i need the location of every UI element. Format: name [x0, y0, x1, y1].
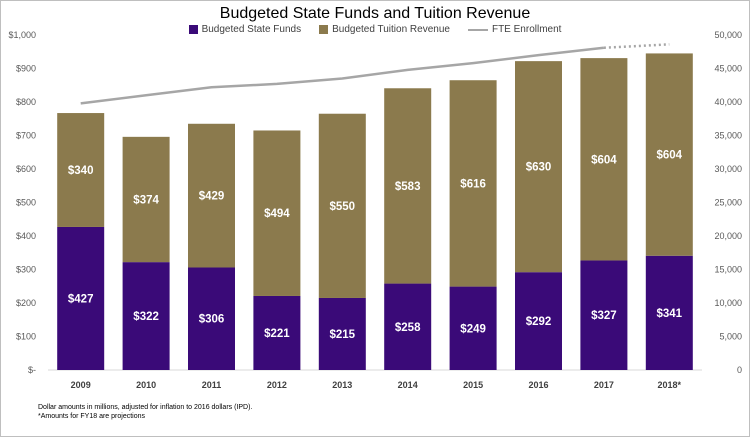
- legend-item-tuition: Budgeted Tuition Revenue: [319, 24, 450, 35]
- x-tick-label: 2017: [594, 380, 614, 390]
- data-label-tuition: $374: [133, 194, 159, 206]
- bar-tuition: [580, 58, 628, 261]
- data-label-tuition: $604: [657, 150, 683, 162]
- y-right-tick-label: 40,000: [714, 97, 742, 107]
- x-tick-label: 2018*: [658, 380, 682, 390]
- y-right-tick-label: 5,000: [719, 332, 742, 342]
- y-right-tick-label: 50,000: [714, 30, 742, 40]
- data-label-tuition: $550: [330, 201, 356, 213]
- x-tick-label: 2009: [71, 380, 91, 390]
- y-right-tick-label: 15,000: [714, 265, 742, 275]
- x-tick-label: 2014: [398, 380, 418, 390]
- legend-label-state-funds: Budgeted State Funds: [201, 24, 302, 35]
- y-left-tick-label: $400: [16, 231, 36, 241]
- legend-label-fte: FTE Enrollment: [491, 24, 562, 35]
- bar-state-funds: [318, 297, 366, 370]
- data-label-state-funds: $427: [68, 293, 94, 305]
- data-label-state-funds: $258: [395, 322, 421, 334]
- y-left-tick-label: $200: [16, 298, 36, 308]
- y-left-tick-label: $100: [16, 332, 36, 342]
- data-label-state-funds: $341: [657, 308, 683, 320]
- bar-state-funds: [515, 272, 562, 370]
- y-left-tick-label: $300: [16, 265, 36, 275]
- footnote-units: Dollar amounts in millions, adjusted for…: [38, 404, 253, 411]
- bar-state-funds: [122, 262, 170, 370]
- legend-swatch-tuition: [319, 25, 329, 34]
- x-tick-label: 2011: [202, 380, 222, 390]
- data-label-state-funds: $322: [133, 311, 159, 323]
- bar-tuition: [515, 61, 562, 273]
- data-label-state-funds: $306: [199, 314, 225, 326]
- y-right-tick-label: 20,000: [714, 231, 742, 241]
- data-label-state-funds: $221: [264, 328, 290, 340]
- data-label-tuition: $604: [591, 154, 617, 166]
- fte-line-projected: [603, 43, 670, 49]
- y-left-tick-label: $900: [16, 64, 36, 74]
- data-label-state-funds: $215: [330, 329, 356, 341]
- bar-state-funds: [580, 260, 628, 370]
- legend-item-state-funds: Budgeted State Funds: [188, 24, 302, 35]
- y-right-tick-label: 30,000: [714, 164, 742, 174]
- data-label-tuition: $583: [395, 181, 421, 193]
- y-right-tick-label: 25,000: [714, 198, 742, 208]
- bar-state-funds: [253, 295, 301, 370]
- y-left-tick-label: $700: [16, 131, 36, 141]
- bar-tuition: [253, 130, 301, 296]
- data-label-tuition: $340: [68, 165, 94, 177]
- x-tick-label: 2012: [267, 380, 287, 390]
- y-left-tick-label: $500: [16, 198, 36, 208]
- chart-legend: Budgeted State Funds Budgeted Tuition Re…: [0, 24, 750, 35]
- y-right-tick-label: 0: [737, 365, 742, 375]
- data-label-tuition: $429: [199, 191, 225, 203]
- y-right-tick-label: 45,000: [714, 64, 742, 74]
- y-left-tick-label: $800: [16, 97, 36, 107]
- legend-swatch-state-funds: [188, 25, 198, 34]
- data-label-tuition: $616: [460, 178, 486, 190]
- y-right-tick-label: 10,000: [714, 298, 742, 308]
- x-tick-label: 2015: [463, 380, 483, 390]
- x-tick-label: 2013: [332, 380, 352, 390]
- data-label-state-funds: $249: [460, 323, 486, 335]
- fte-line-actual: [80, 46, 605, 105]
- y-left-tick-label: $1,000: [8, 30, 36, 40]
- legend-swatch-fte: [467, 28, 488, 31]
- bar-tuition: [122, 136, 170, 263]
- chart-title: Budgeted State Funds and Tuition Revenue: [219, 5, 531, 22]
- y-right-tick-label: 35,000: [714, 131, 742, 141]
- bar-state-funds: [449, 286, 497, 370]
- data-label-state-funds: $327: [591, 310, 617, 322]
- x-tick-label: 2010: [136, 380, 156, 390]
- bar-tuition: [645, 53, 693, 256]
- y-left-tick-label: $-: [28, 365, 36, 375]
- x-tick-label: 2016: [528, 380, 548, 390]
- bar-tuition: [57, 113, 105, 227]
- bar-tuition: [318, 113, 366, 298]
- data-label-state-funds: $292: [526, 316, 552, 328]
- bar-tuition: [384, 88, 432, 284]
- bar-state-funds: [57, 226, 105, 370]
- bar-state-funds: [188, 267, 235, 370]
- bar-state-funds: [384, 283, 432, 370]
- bar-tuition: [188, 123, 235, 268]
- footnote-projection: *Amounts for FY18 are projections: [38, 413, 145, 420]
- legend-label-tuition: Budgeted Tuition Revenue: [332, 24, 450, 35]
- data-label-tuition: $630: [526, 162, 552, 174]
- legend-item-fte: FTE Enrollment: [467, 24, 562, 35]
- bar-tuition: [449, 80, 497, 287]
- bar-state-funds: [645, 255, 693, 370]
- y-left-tick-label: $600: [16, 164, 36, 174]
- data-label-tuition: $494: [264, 208, 290, 220]
